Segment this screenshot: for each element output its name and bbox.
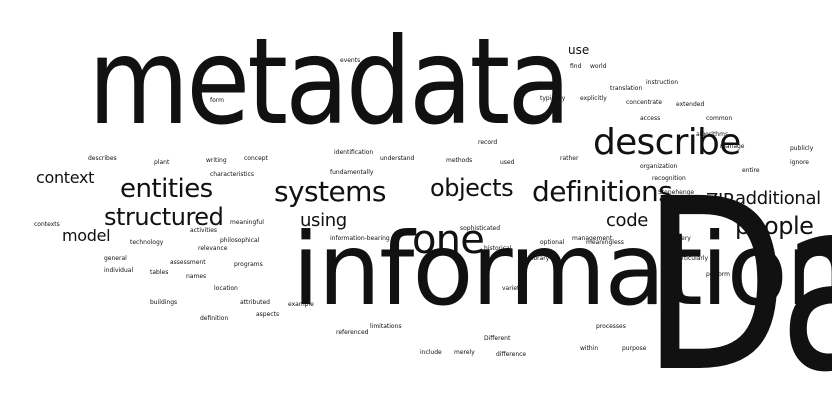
word-small: common [706,115,733,122]
word-small: library [530,255,550,262]
word-small: relevance [198,245,228,252]
word-small: meaningless [586,239,624,246]
word-small: instruction [646,79,679,86]
word-entities: entities [120,174,213,204]
word-small: programs [234,261,263,268]
word-small: recognition [652,175,686,182]
word-small: characteristics [210,171,254,178]
word-systems: systems [274,175,386,208]
word-small: definition [200,315,229,322]
word-additional: additional [735,188,821,209]
word-small: fundamentally [330,169,374,176]
word-small: particularly [674,255,709,262]
word-zip: ZIP [706,190,734,211]
word-small: variety [502,285,523,292]
word-small: philosophical [220,237,260,244]
word-small: processes [596,323,626,330]
word-model: model [62,226,111,245]
word-small: Stonehenge [658,189,695,196]
word-small: management [572,235,613,242]
word-small: sophisticated [460,225,501,232]
word-small: Different [484,335,511,342]
word-small: individual [104,267,134,274]
word-small: include [420,349,442,356]
word-small: location [214,285,238,292]
word-small: describes [88,155,117,162]
word-small: purpose [622,345,647,352]
word-small: record [478,139,498,146]
word-describe: describe [593,122,741,163]
word-small: perform [706,271,730,278]
word-small: ignore [790,159,809,166]
word-definitions: definitions [532,175,673,208]
word-code: code [606,210,648,231]
word-objects: objects [430,174,514,202]
word-small: general [104,255,127,262]
word-small: world [590,63,607,70]
word-small: plant [154,159,170,166]
word-people: people [735,212,814,240]
word-small: difference [496,351,527,358]
word-small: assessment [170,259,206,266]
word-context: context [36,168,95,187]
word-small: technology [130,239,164,246]
word-use: use [568,43,590,57]
word-small: discovery [662,235,691,242]
word-small: entire [742,167,760,174]
word-small: example [288,301,314,308]
word-small: historical [484,245,512,252]
word-small: aspects [256,311,280,318]
word-small: events [340,57,361,64]
word-using: using [300,210,347,231]
word-information: information [292,211,832,328]
word-small: referenced [336,329,369,336]
word-small: algorithms [696,131,729,138]
word-small: methods [446,157,473,164]
word-small: organization [640,163,678,170]
word-small: within [580,345,599,352]
word-small: translation [610,85,643,92]
word-small: attributed [240,299,270,306]
word-small: understand [380,155,415,162]
word-small: contexts [34,221,60,228]
word-small: merely [454,349,475,356]
word-small: form [210,97,224,104]
word-structured: structured [104,203,224,231]
word-small: manage [720,143,745,150]
word-metadata: metadata [88,11,571,152]
word-small: limitations [370,323,402,330]
word-small: concentrate [626,99,663,106]
word-small: meaningful [230,219,264,226]
word-small: buildings [150,299,178,306]
word-small: extended [676,101,705,108]
word-small: find [570,63,582,70]
word-small: typically [540,95,566,102]
word-small: activities [190,227,218,234]
word-small: explicitly [580,95,607,102]
word-small: identification [334,149,374,156]
word-small: names [186,273,207,280]
word-one: one [412,217,485,263]
word-data: Data [642,148,832,400]
word-small: rather [560,155,579,162]
word-small: concept [244,155,268,162]
word-small: access [640,115,661,122]
word-small: used [500,159,515,166]
word-small: writing [206,157,227,164]
word-small: information-bearing [330,235,390,242]
word-small: optional [540,239,565,246]
word-small: publicly [790,145,814,152]
word-small: tables [150,269,169,276]
